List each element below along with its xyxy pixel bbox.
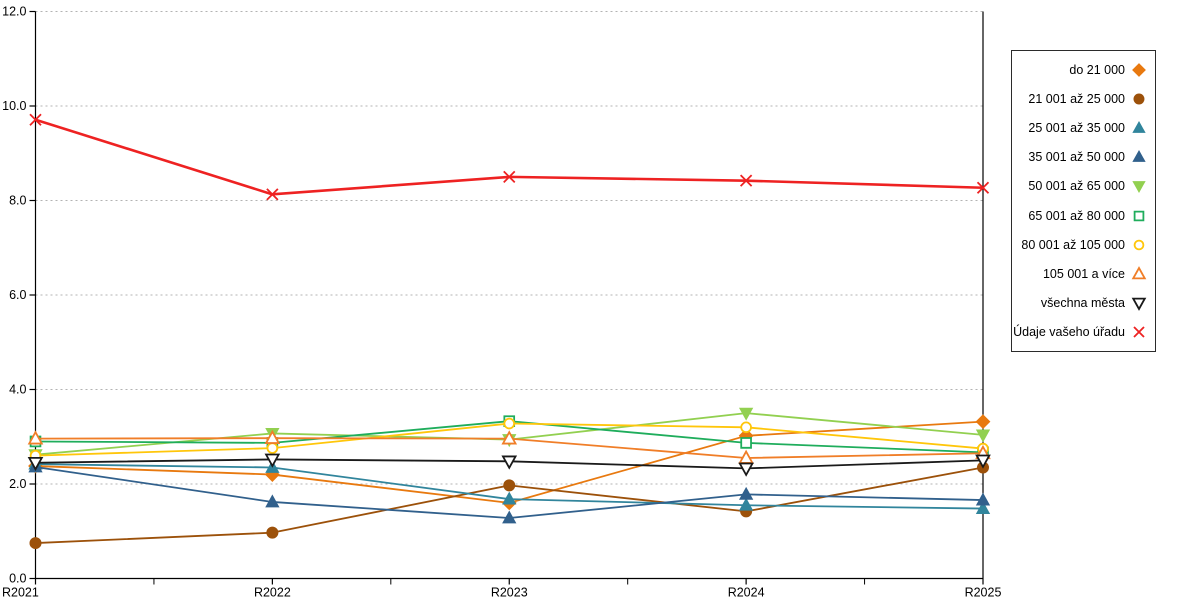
legend-item-label: všechna města [1040, 296, 1125, 311]
data-point-marker [501, 430, 518, 445]
legend-item-daje-va-eho-adu: Údaje vašeho úřadu [1013, 324, 1147, 340]
legend-item-65-001-a-80-000: 65 001 až 80 000 [1020, 208, 1147, 224]
data-point-marker [503, 417, 516, 430]
data-point-marker [975, 414, 991, 430]
data-point-marker [739, 174, 753, 187]
triangle-down-marker-icon [1132, 181, 1146, 194]
triangle-up-marker-icon [1132, 120, 1146, 133]
x-tick-label: R2022 [254, 586, 291, 600]
y-tick-label: 12.0 [2, 5, 26, 19]
y-tick-label: 6.0 [9, 288, 26, 302]
data-point-marker [1133, 93, 1145, 105]
legend-item-v-echna-m-sta: všechna města [1020, 295, 1147, 311]
data-point-marker [738, 407, 754, 421]
data-point-marker [501, 455, 518, 470]
diamond-marker-icon [1132, 62, 1146, 77]
data-point-marker [502, 491, 517, 505]
data-point-marker [1133, 210, 1145, 221]
legend-item-35-001-a-50-000: 35 001 až 50 000 [1020, 149, 1147, 165]
data-point-marker [1133, 239, 1145, 251]
data-point-marker [266, 188, 279, 201]
data-point-marker [503, 170, 516, 184]
legend-item-50-001-a-65-000: 50 001 až 65 000 [1020, 178, 1147, 194]
data-point-marker [975, 501, 991, 514]
legend-item-label: do 21 000 [1069, 62, 1125, 77]
data-point-marker [1132, 62, 1146, 77]
data-point-marker [975, 492, 991, 506]
square-marker-icon [1133, 210, 1145, 221]
triangle-down-marker-icon [1131, 297, 1147, 311]
data-point-marker [738, 462, 754, 477]
data-point-marker [27, 456, 44, 472]
series-line [35, 118, 984, 196]
triangle-up-marker-icon [1131, 266, 1147, 280]
legend-item-label: 50 001 až 65 000 [1028, 179, 1125, 194]
legend-item-label: 25 001 až 35 000 [1028, 120, 1125, 135]
legend-item-do-21-000: do 21 000 [1020, 62, 1147, 78]
axes: 0.0 2.0 4.0 6.0 8.0 10.0 12.0 R2021 R2022 R2023 R2… [2, 5, 1001, 600]
y-tick-label: 0.0 [9, 572, 26, 586]
data-point-marker [738, 486, 754, 500]
y-tick-label: 10.0 [2, 99, 26, 113]
data-point-marker [503, 479, 516, 492]
legend-item-label: Údaje vašeho úřadu [1013, 325, 1125, 340]
legend-item-label: 21 001 až 25 000 [1028, 91, 1125, 106]
y-tick-label: 4.0 [9, 383, 26, 397]
legend-item-21-001-a-25-000: 21 001 až 25 000 [1020, 91, 1147, 107]
x-tick-label: R2025 [965, 586, 1002, 600]
chart-legend: do 21 000 21 001 až 25 000 25 001 až 35 00… [1011, 50, 1156, 352]
legend-item-80-001-a-105-000: 80 001 až 105 000 [1020, 237, 1147, 253]
series-daje-va-eho-adu [29, 113, 990, 201]
legend-item-label: 80 001 až 105 000 [1021, 237, 1125, 252]
data-point-marker [976, 181, 990, 194]
data-point-marker [29, 113, 42, 126]
data-point-marker [738, 497, 754, 511]
x-marker-icon [1133, 326, 1145, 338]
series-35-001-a-50-000 [28, 459, 991, 524]
legend-item-25-001-a-35-000: 25 001 až 35 000 [1020, 120, 1147, 136]
data-point-marker [502, 510, 517, 524]
data-point-marker [1132, 120, 1146, 133]
x-tick-label: R2023 [491, 586, 528, 600]
triangle-up-marker-icon [1132, 150, 1146, 163]
legend-item-label: 35 001 až 50 000 [1028, 150, 1125, 165]
legend-item-label: 105 001 a více [1042, 266, 1125, 281]
series-80-001-a-105-000 [29, 417, 989, 462]
data-point-marker [1131, 266, 1147, 280]
data-point-marker [1133, 326, 1145, 338]
data-point-marker [266, 442, 279, 454]
x-tick-label: R2021 [2, 586, 39, 600]
data-point-marker [265, 494, 280, 508]
data-point-marker [266, 526, 279, 539]
y-tick-label: 8.0 [9, 194, 26, 208]
x-tick-label: R2024 [728, 586, 765, 600]
data-point-marker [29, 537, 42, 550]
data-point-marker [264, 453, 281, 468]
data-point-marker [1132, 181, 1146, 194]
legend-item-label: 65 001 až 80 000 [1028, 208, 1125, 223]
data-point-marker [975, 454, 991, 469]
gridlines [35, 11, 983, 485]
data-point-marker [740, 437, 752, 449]
data-point-marker [27, 430, 44, 445]
data-point-marker [264, 429, 281, 444]
data-point-marker [975, 429, 991, 443]
series-v-echna-m-sta [27, 453, 991, 477]
legend-item-105-001-a-v-ce: 105 001 a více [1020, 266, 1147, 282]
data-point-marker [1131, 297, 1147, 311]
data-point-marker [740, 421, 752, 434]
circle-marker-icon [1133, 93, 1145, 105]
circle-marker-icon [1133, 239, 1145, 251]
data-point-marker [1132, 150, 1146, 163]
y-tick-label: 2.0 [9, 477, 26, 491]
